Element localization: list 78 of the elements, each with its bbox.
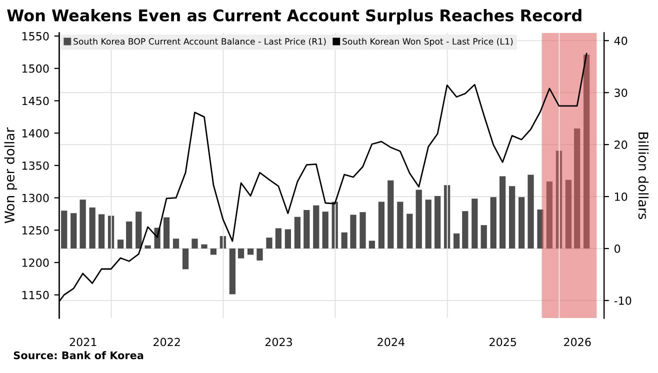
- bar: [136, 212, 142, 249]
- bar: [425, 200, 432, 249]
- bar: [313, 205, 320, 249]
- y-tick-label: 1200: [22, 258, 49, 267]
- bar: [537, 210, 544, 249]
- bar: [565, 180, 572, 249]
- bar: [275, 228, 282, 249]
- y-tick-label: 1400: [22, 129, 49, 138]
- y2-tick-label: 10: [614, 192, 628, 201]
- bar: [368, 240, 376, 249]
- legend-label: South Korea BOP Current Account Balance - Last Price (R1): [74, 38, 326, 46]
- bar: [350, 214, 356, 249]
- bar: [509, 186, 516, 249]
- bar: [247, 248, 254, 255]
- bar: [518, 197, 525, 249]
- bar: [98, 214, 105, 249]
- bar: [238, 248, 244, 258]
- x-tick-label: 2023: [265, 338, 292, 346]
- bar: [89, 207, 96, 249]
- y-tick-label: 1300: [22, 194, 49, 202]
- y-tick-label: 1500: [22, 64, 49, 73]
- bar: [574, 128, 580, 249]
- x-tick-label: 2021: [70, 338, 96, 346]
- bar: [341, 232, 348, 249]
- bar: [416, 190, 422, 249]
- bar: [80, 200, 86, 249]
- bar: [70, 213, 77, 249]
- bar: [304, 210, 310, 249]
- legend-label: South Korean Won Spot - Last Price (L1): [342, 38, 513, 46]
- bar: [61, 210, 68, 249]
- chart-title: Won Weakens Even as Current Account Surplus Reaches Record: [7, 9, 582, 25]
- bar: [144, 245, 151, 249]
- bar: [462, 211, 468, 249]
- bar: [117, 240, 124, 249]
- bar: [406, 214, 413, 249]
- bar: [182, 248, 189, 270]
- source-note: Source: Bank of Korea: [14, 351, 144, 360]
- bar: [528, 174, 534, 249]
- x-tick-label: 2026: [564, 338, 591, 346]
- bar: [546, 181, 553, 249]
- bar: [266, 238, 272, 249]
- bar: [434, 196, 441, 249]
- bar: [210, 248, 217, 255]
- bar: [584, 54, 590, 249]
- y-axis-title: Won per dollar: [4, 127, 18, 224]
- x-tick-label: 2022: [154, 338, 180, 346]
- x-tick-label: 2025: [490, 338, 516, 346]
- y-tick-label: 1550: [22, 32, 49, 40]
- x-tick-label: 2024: [378, 338, 404, 346]
- bar: [256, 248, 263, 260]
- bar: [454, 233, 460, 249]
- bar: [172, 238, 180, 249]
- y-tick-label: 1250: [22, 226, 49, 235]
- y2-tick-label: 40: [614, 36, 628, 45]
- bar: [480, 225, 487, 249]
- bar: [472, 198, 478, 249]
- y2-tick-label: -10: [614, 296, 632, 305]
- y2-tick-label: 20: [614, 140, 628, 149]
- bar: [229, 248, 236, 294]
- bar: [490, 197, 496, 249]
- y2-tick-label: 30: [614, 88, 628, 97]
- bar: [499, 176, 506, 249]
- y-tick-label: 1350: [22, 161, 49, 170]
- bar: [126, 221, 132, 249]
- bar: [284, 229, 292, 249]
- y2-axis-title: Billion dollars: [638, 132, 649, 220]
- y-tick-label: 1150: [22, 290, 49, 300]
- bar: [388, 180, 394, 249]
- bar: [192, 238, 198, 249]
- bar: [322, 212, 328, 249]
- bar: [397, 202, 404, 249]
- bar: [201, 244, 208, 249]
- bar: [360, 212, 366, 249]
- bar: [163, 217, 170, 249]
- y2-tick-label: 0: [614, 244, 620, 253]
- bar: [378, 202, 385, 249]
- bar: [294, 216, 301, 249]
- y-tick-label: 1450: [22, 96, 49, 106]
